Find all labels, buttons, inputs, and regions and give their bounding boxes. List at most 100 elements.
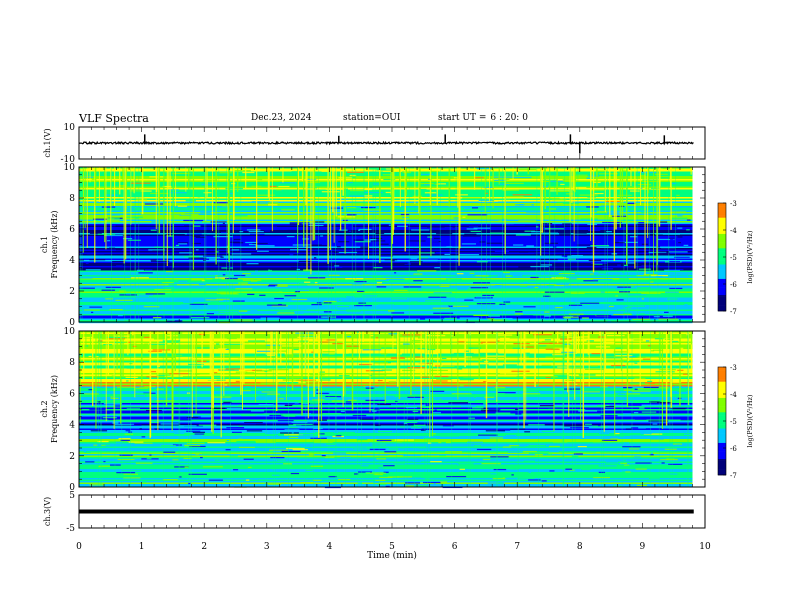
ch1-speckle	[452, 226, 455, 228]
ch1-speckle	[150, 260, 170, 262]
ch2-speckle	[124, 433, 134, 435]
ch2-speckle	[172, 444, 182, 446]
ch1-speckle	[168, 213, 185, 215]
ch2-freq-row	[79, 415, 693, 417]
ch2-speckle	[271, 474, 280, 476]
ch2-speckle	[626, 465, 647, 467]
ch1-speckle	[94, 197, 110, 200]
ch1-speckle	[322, 260, 332, 262]
ch1-freq-row	[79, 195, 693, 198]
ch2-speckle	[648, 382, 655, 385]
ch1-colorbar-step	[718, 219, 726, 222]
ch2-speckle	[676, 439, 693, 441]
ch2-speckle	[157, 365, 160, 367]
ch2-speckle	[84, 393, 100, 395]
ch1-speckle	[345, 278, 364, 280]
ch2-speckle	[128, 441, 144, 443]
ch2-speckle	[235, 380, 240, 382]
ch2-freq-row	[79, 403, 693, 405]
ch2-speckle	[623, 389, 634, 391]
ch1-speckle	[467, 214, 488, 216]
ch2-speckle	[595, 346, 611, 348]
ch2-colorbar-step	[718, 368, 726, 371]
ch2-speckle	[266, 344, 282, 346]
ch1-speckle	[433, 237, 441, 240]
ch1-freq-row	[79, 171, 693, 174]
ch1-speckle	[307, 245, 327, 247]
ch2-speckle	[319, 371, 325, 373]
ch1-speckle	[219, 311, 239, 313]
ch2-speckle	[492, 477, 506, 480]
ch1-speckle	[573, 232, 587, 234]
ch2-speckle	[128, 343, 149, 345]
ch2-speckle	[218, 348, 227, 350]
ch2-speckle	[634, 450, 640, 452]
ch2-colorbar-step	[718, 372, 726, 375]
ch2-colorbar-step	[718, 469, 726, 472]
ch1-freq-row	[79, 186, 693, 189]
ch2-colorbar-step	[718, 412, 726, 415]
ch2-freq-row	[79, 388, 693, 390]
ch1-freq-row	[79, 204, 693, 207]
ch1-speckle	[291, 267, 297, 269]
ch2-speckle	[263, 367, 282, 369]
ch2-speckle	[298, 340, 309, 342]
ch1-speckle	[493, 179, 507, 181]
ch1-speckle	[597, 195, 612, 197]
ch1-speckle	[559, 218, 562, 220]
ch2-speckle	[533, 334, 552, 336]
ch2-colorbar-step	[718, 435, 726, 438]
ch1-speckle	[317, 294, 324, 297]
ch2-speckle	[244, 369, 253, 371]
ch1-speckle	[246, 229, 261, 231]
ch2-colorbar-step	[718, 422, 726, 425]
ch2-speckle	[310, 437, 327, 439]
ch2-speckle	[106, 336, 125, 338]
ch2-freq-row	[79, 422, 693, 425]
ch2-speckle	[126, 380, 129, 382]
ch1-speckle	[346, 310, 361, 312]
ch2-speckle	[154, 428, 160, 430]
ch1-speckle	[246, 263, 259, 265]
ch1-speckle	[268, 269, 273, 271]
ch2-speckle	[150, 400, 157, 402]
ch1-speckle	[405, 175, 416, 177]
ch2-speckle	[369, 369, 386, 372]
ch1-speckle	[621, 271, 625, 273]
ch1-speckle	[120, 208, 136, 210]
ch1-speckle	[494, 250, 509, 253]
ch1-speckle	[686, 219, 691, 221]
ch2-freq-row	[79, 478, 693, 480]
ch1-speckle	[300, 309, 307, 311]
ch1-speckle	[639, 187, 643, 189]
ch2-speckle	[278, 398, 284, 400]
ch1-speckle	[390, 298, 408, 300]
ch2-speckle	[429, 461, 442, 463]
ch2-colorbar-step	[718, 467, 726, 470]
ch1-speckle	[248, 243, 257, 246]
ch1-speckle	[456, 273, 464, 275]
ch1-speckle	[168, 224, 185, 227]
ch2-speckle	[348, 448, 354, 450]
ch1-speckle	[641, 167, 658, 169]
ch1-speckle	[615, 288, 625, 290]
ch2-speckle	[412, 410, 419, 413]
ch1-speckle	[639, 313, 645, 315]
ch2-speckle	[223, 415, 230, 417]
ch2-speckle	[403, 343, 410, 345]
ch2-speckle	[657, 401, 673, 404]
ch2-speckle	[455, 398, 473, 400]
ch2-speckle	[403, 455, 422, 457]
ch2-freq-row	[79, 334, 693, 336]
ch1-speckle	[376, 318, 388, 320]
ch2-speckle	[169, 405, 186, 407]
ch1-freq-row	[79, 263, 693, 265]
ch2-speckle	[284, 429, 300, 431]
ch2-speckle	[488, 467, 492, 470]
ch1-speckle	[678, 242, 681, 244]
ch2-colorbar-step	[718, 367, 726, 370]
ch2-speckle	[498, 482, 503, 484]
ch2-speckle	[521, 411, 540, 413]
ch2-speckle	[189, 434, 203, 437]
ch2-freq-row	[79, 332, 693, 335]
